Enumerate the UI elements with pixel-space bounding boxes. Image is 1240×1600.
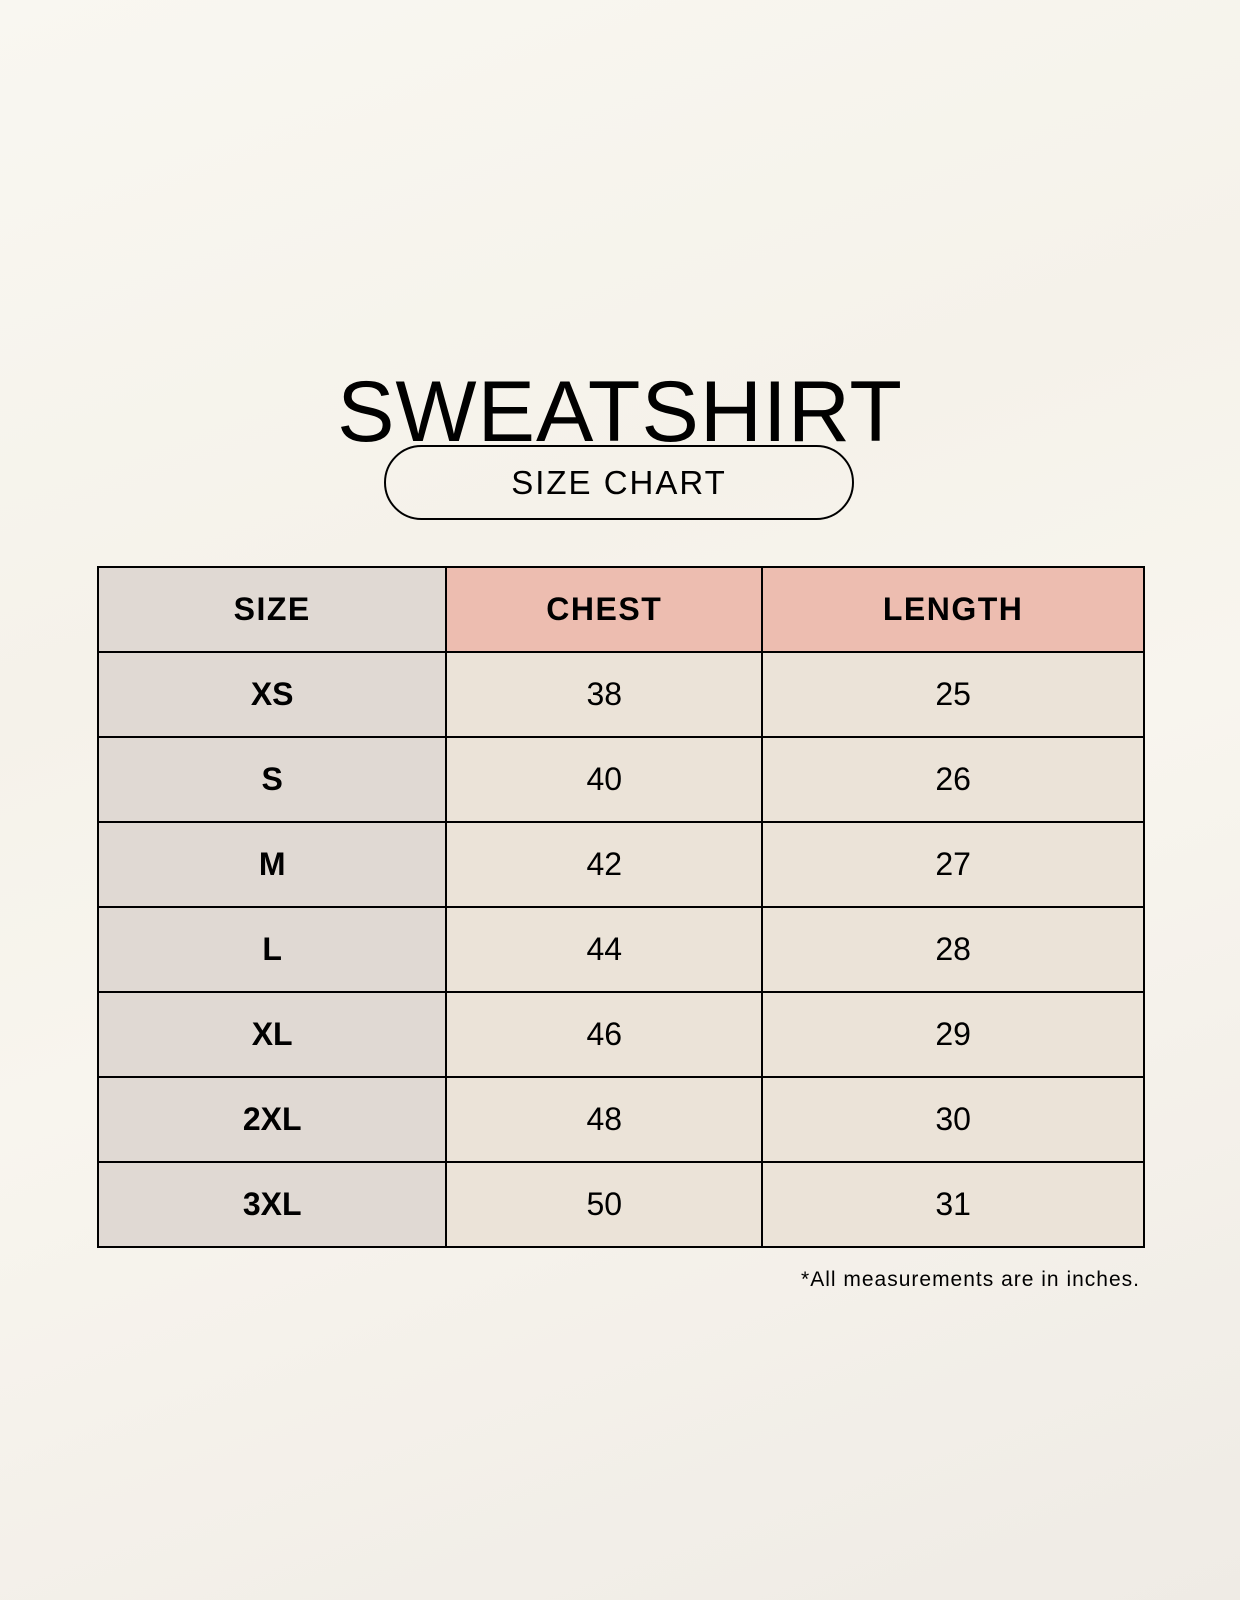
page-title: SWEATSHIRT	[337, 363, 903, 460]
table-row: 3XL 50 31	[96, 1161, 1145, 1248]
cell-size: 2XL	[96, 1076, 448, 1163]
header-chest: CHEST	[445, 566, 764, 653]
cell-chest: 50	[445, 1161, 764, 1248]
cell-length: 29	[761, 991, 1145, 1078]
cell-chest: 38	[445, 651, 764, 738]
cell-chest: 46	[445, 991, 764, 1078]
cell-length: 27	[761, 821, 1145, 908]
cell-length: 30	[761, 1076, 1145, 1163]
cell-chest: 40	[445, 736, 764, 823]
cell-size: XS	[96, 651, 448, 738]
cell-chest: 42	[445, 821, 764, 908]
table-row: M 42 27	[96, 821, 1145, 908]
cell-length: 26	[761, 736, 1145, 823]
cell-size: S	[96, 736, 448, 823]
cell-length: 25	[761, 651, 1145, 738]
table-row: 2XL 48 30	[96, 1076, 1145, 1163]
header-length: LENGTH	[761, 566, 1145, 653]
table-header-row: SIZE CHEST LENGTH	[96, 566, 1145, 653]
cell-chest: 48	[445, 1076, 764, 1163]
cell-size: 3XL	[96, 1161, 448, 1248]
size-table: SIZE CHEST LENGTH XS 38 25 S 40 26 M 42 27 L 44 28 X…	[96, 566, 1145, 1248]
cell-size: M	[96, 821, 448, 908]
cell-length: 28	[761, 906, 1145, 993]
table-row: XL 46 29	[96, 991, 1145, 1078]
footnote: *All measurements are in inches.	[801, 1268, 1140, 1291]
header-size: SIZE	[96, 566, 448, 653]
cell-chest: 44	[445, 906, 764, 993]
table-row: S 40 26	[96, 736, 1145, 823]
cell-size: XL	[96, 991, 448, 1078]
cell-length: 31	[761, 1161, 1145, 1248]
table-row: XS 38 25	[96, 651, 1145, 738]
cell-size: L	[96, 906, 448, 993]
table-row: L 44 28	[96, 906, 1145, 993]
size-chart-label: SIZE CHART	[384, 445, 854, 520]
